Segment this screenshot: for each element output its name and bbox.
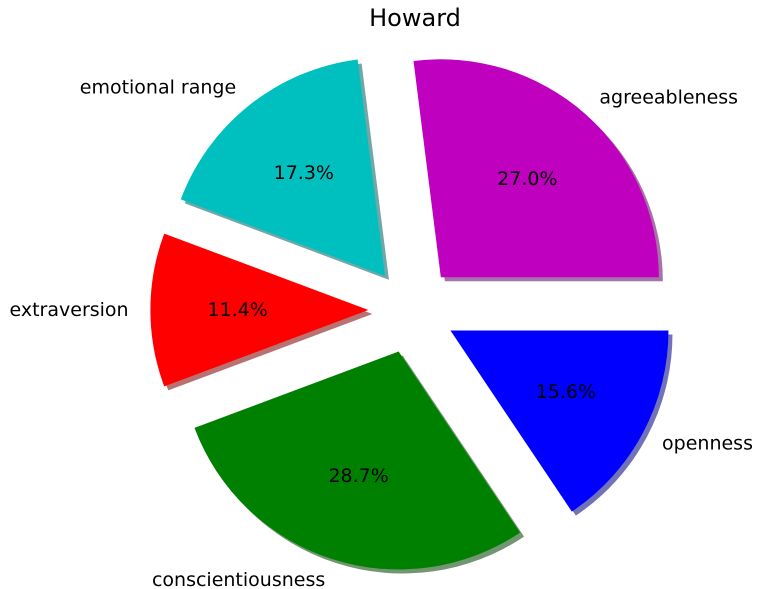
chart-title: Howard [369,4,461,32]
slice-label-extraversion: extraversion [10,299,129,321]
pie-slice-openness [450,330,669,512]
slice-label-openness: openness [662,432,753,454]
pie-slice-extraversion [150,233,369,387]
pie-slice-emotional-range [180,59,385,276]
slice-percent-openness: 15.6% [536,381,596,403]
slice-label-agreeableness: agreeableness [599,86,738,108]
slice-label-emotional-range: emotional range [80,77,236,99]
pie-slice-conscientiousness [194,351,521,570]
pie-labels: agreeableness 27.0% emotional range 17.3% ex… [10,77,753,589]
slice-percent-conscientiousness: 28.7% [328,465,388,487]
slice-percent-extraversion: 11.4% [207,299,267,321]
slice-percent-emotional-range: 17.3% [274,162,334,184]
slice-percent-agreeableness: 27.0% [497,168,557,190]
pie-slice-agreeableness [413,59,659,278]
slice-label-conscientiousness: conscientiousness [152,569,325,589]
pie-slices [150,59,669,570]
